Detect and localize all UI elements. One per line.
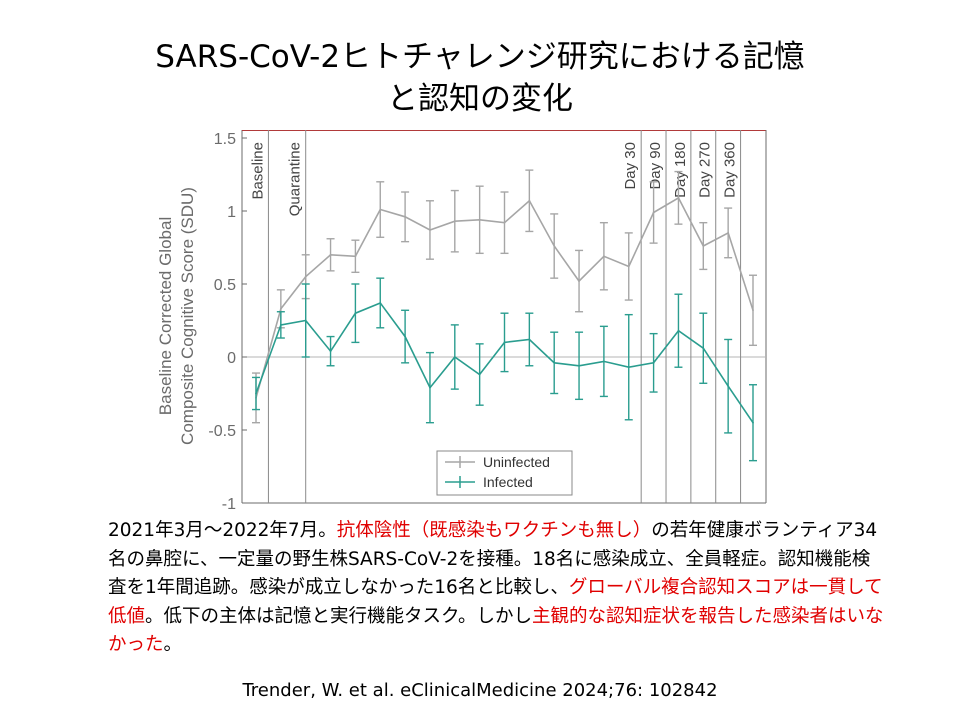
series-uninfected <box>252 169 757 424</box>
legend-label-uninfected: Uninfected <box>483 454 550 470</box>
y-ticks: -1 -0.5 0 0.5 1 1.5 <box>208 131 247 513</box>
event-markers: Baseline Quarantine Day 30 Day 90 Day 180 Day… <box>249 130 742 503</box>
data-point <box>603 255 605 258</box>
event-label: Day 180 <box>672 142 689 198</box>
title-line-1: SARS-CoV-2ヒトチャレンジ研究における記憶 <box>155 39 805 75</box>
data-point <box>727 385 730 388</box>
summary-highlight-score: グローバル複合認知スコアは一貫して低値 <box>108 577 883 627</box>
title-line-2: と認知の変化 <box>387 81 573 117</box>
data-point <box>404 335 406 338</box>
data-point <box>329 253 332 256</box>
event-label: Day 270 <box>697 142 714 198</box>
summary-highlight-antibody: 抗体陰性（既感染もワクチンも無し） <box>336 520 652 541</box>
data-point <box>255 392 257 395</box>
y-axis-label-line-2: Composite Cognitive Score (SDU) <box>178 187 197 445</box>
data-point <box>379 302 382 304</box>
legend-item-infected: Infected <box>445 474 533 490</box>
summary-seg-3: の若年健康ボランティア34名の鼻腔に、一定量の野生株SARS-CoV-2を接種。… <box>108 520 878 598</box>
event-label: Day 90 <box>647 142 664 190</box>
summary-text: 2021年3月～2022年7月。抗体陰性（既感染もワクチンも無し）の若年健康ボラ… <box>108 517 888 660</box>
data-point <box>627 265 630 268</box>
data-point <box>553 361 556 364</box>
data-point <box>354 255 357 258</box>
citation: Trender, W. et al. eClinicalMedicine 202… <box>242 680 718 701</box>
data-point <box>429 229 431 231</box>
data-point <box>354 312 357 315</box>
data-point <box>379 208 382 211</box>
summary-seg-1: 2021年3月～2022年7月。 <box>108 520 337 541</box>
y-tick-label: 0.5 <box>214 277 236 294</box>
series-infected <box>252 277 757 462</box>
event-label: Day 360 <box>722 142 739 198</box>
data-point <box>652 211 655 214</box>
data-point <box>578 280 580 282</box>
y-tick-label: 1 <box>227 204 236 221</box>
data-point <box>603 360 605 363</box>
data-point <box>553 245 556 247</box>
event-label: Day 30 <box>622 142 639 190</box>
event-label: Quarantine <box>287 142 304 216</box>
slide-title: SARS-CoV-2ヒトチャレンジ研究における記憶 と認知の変化 <box>0 36 960 120</box>
data-point <box>503 221 506 224</box>
y-tick-label: -1 <box>222 496 236 513</box>
data-point <box>727 232 730 234</box>
data-point <box>627 366 630 369</box>
legend-label-infected: Infected <box>483 474 533 490</box>
data-point <box>702 347 705 350</box>
event-label: Baseline <box>249 142 266 200</box>
chart-legend: Uninfected Infected <box>436 450 573 496</box>
data-point <box>752 309 754 312</box>
data-point <box>478 218 481 221</box>
data-point <box>652 361 655 364</box>
data-point <box>503 341 506 344</box>
data-point <box>304 319 307 322</box>
y-tick-label: 0 <box>227 350 236 367</box>
data-point <box>578 364 580 367</box>
y-axis-label-line-1: Baseline Corrected Global <box>156 217 175 415</box>
data-point <box>329 350 332 353</box>
legend-item-uninfected: Uninfected <box>445 454 550 470</box>
data-point <box>528 199 531 202</box>
data-point <box>528 338 531 341</box>
data-point <box>453 220 456 223</box>
summary-highlight-symptoms: 主観的な認知症状を報告した感染者はいなかった <box>108 605 884 656</box>
y-tick-label: -0.5 <box>208 423 236 440</box>
data-point <box>429 386 431 389</box>
data-point <box>279 307 282 310</box>
data-point <box>752 421 754 424</box>
series-layer <box>252 169 757 462</box>
data-point <box>304 275 307 278</box>
data-point <box>453 356 456 358</box>
data-point <box>677 196 680 199</box>
y-tick-label: 1.5 <box>214 131 236 148</box>
data-point <box>702 245 705 247</box>
summary-seg-7: 。 <box>163 634 183 655</box>
summary-seg-5: 。低下の主体は記憶と実行機能タスク。しかし <box>145 605 533 627</box>
data-point <box>404 215 406 218</box>
data-point <box>279 323 282 326</box>
data-point <box>677 329 680 332</box>
data-point <box>478 373 481 376</box>
